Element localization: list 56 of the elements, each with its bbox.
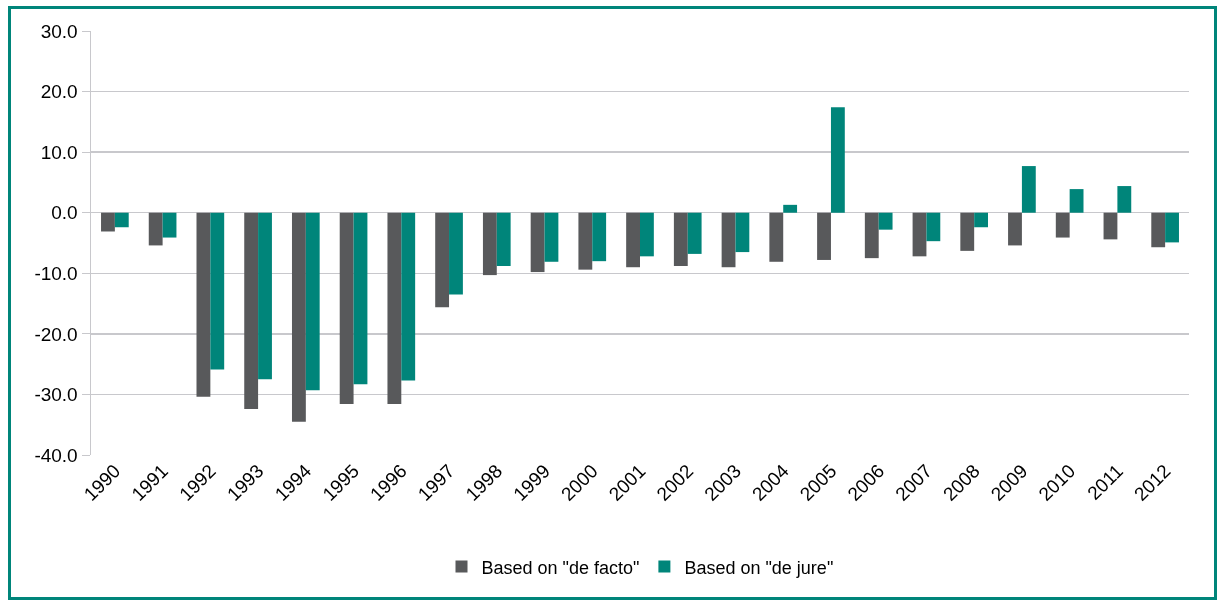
bar (148, 212, 163, 246)
y-tick-label: -30.0 (34, 384, 78, 406)
legend-label: Based on "de jure" (684, 557, 834, 578)
bar (1151, 212, 1166, 248)
bar (101, 212, 115, 232)
bar (1117, 186, 1132, 213)
bar (1021, 166, 1036, 213)
y-tick-label: -40.0 (34, 444, 78, 466)
legend-label: Based on "de facto" (481, 557, 640, 578)
bar (769, 212, 784, 262)
bar (592, 212, 607, 262)
y-tick-label: -10.0 (34, 262, 78, 284)
bar (530, 212, 545, 273)
bar (258, 212, 272, 380)
bar (626, 212, 640, 268)
bar (864, 212, 879, 259)
bar (387, 212, 402, 405)
bar (578, 212, 593, 270)
bar (687, 212, 702, 254)
bar (449, 212, 463, 295)
bar (721, 212, 736, 268)
bar (210, 212, 225, 370)
bar (1008, 212, 1022, 246)
bar (544, 212, 559, 262)
y-tick-label: 0.0 (51, 202, 78, 224)
bar (640, 212, 654, 257)
y-tick-label: 30.0 (40, 20, 78, 42)
bar (1165, 212, 1179, 243)
bar (878, 212, 893, 230)
bar (353, 212, 368, 385)
bar (974, 212, 989, 228)
bar (305, 212, 320, 391)
bar (114, 212, 129, 228)
bar (1055, 212, 1070, 238)
bar (830, 107, 845, 213)
bar (291, 212, 306, 422)
bar (196, 212, 211, 397)
bar (817, 212, 831, 260)
bar (960, 212, 975, 251)
y-tick-label: 10.0 (40, 141, 78, 163)
bar (735, 212, 750, 253)
bar (496, 212, 511, 267)
bar (482, 212, 497, 276)
bar (912, 212, 927, 257)
bar (435, 212, 450, 308)
y-tick-label: 20.0 (40, 81, 78, 103)
bar (401, 212, 416, 381)
bar (339, 212, 354, 405)
bar (162, 212, 177, 238)
bar (926, 212, 941, 242)
bar (1103, 212, 1118, 240)
bar (783, 204, 798, 213)
bar (673, 212, 688, 267)
bar (244, 212, 259, 409)
y-tick-label: -20.0 (34, 323, 78, 345)
bar (1069, 189, 1084, 213)
